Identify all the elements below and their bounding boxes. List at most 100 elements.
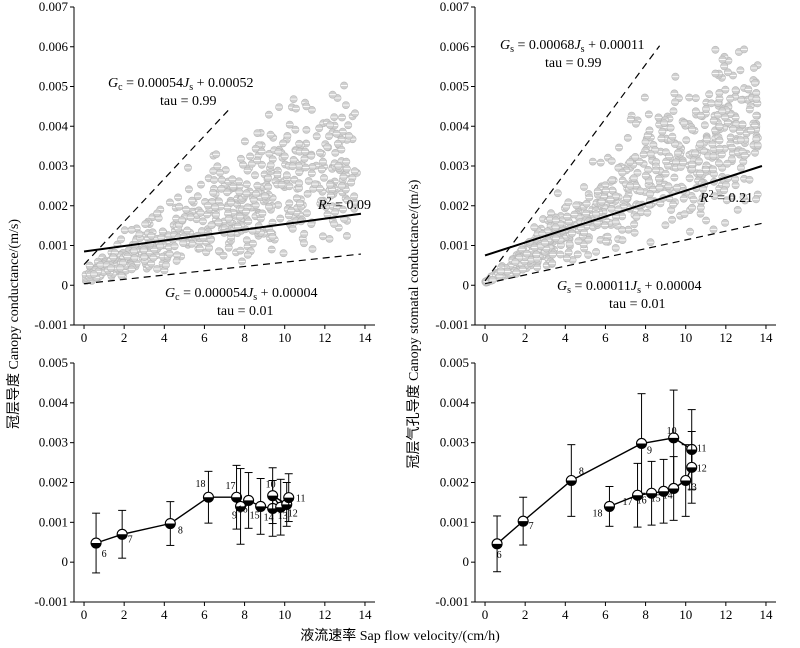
data-point-fill (518, 521, 529, 527)
data-point-fill (686, 467, 697, 473)
point-label: 18 (195, 479, 205, 490)
x-tick-label: 10 (679, 330, 692, 345)
x-tick-label: 6 (201, 607, 208, 622)
y-tick-label: 0.004 (39, 118, 69, 133)
scatter-points (481, 45, 762, 287)
y-tick-label: 0.001 (39, 514, 68, 529)
r-squared-label: R2 = 0.09 (317, 196, 371, 213)
y-axis-label-right: 冠层气孔导度 Canopy stomatal conductance/(m/s) (406, 179, 422, 468)
point-label: 6 (102, 549, 107, 560)
point-label: 18 (592, 508, 602, 519)
y-tick-label: 0.003 (440, 158, 469, 173)
lower-quantile-line (83, 253, 362, 285)
point-label: 14 (264, 512, 274, 523)
regression-line (484, 165, 763, 257)
data-point-fill (632, 495, 643, 501)
x-tick-label: 0 (482, 330, 489, 345)
tau-upper: tau = 0.99 (545, 56, 602, 71)
x-tick-label: 10 (278, 330, 291, 345)
x-tick-label: 0 (81, 607, 88, 622)
y-tick-label: -0.001 (435, 594, 469, 609)
data-point-fill (267, 495, 278, 501)
y-tick-label: 0.005 (39, 355, 68, 370)
x-tick-label: 6 (602, 607, 609, 622)
point-label: 17 (623, 497, 633, 508)
point-label: 16 (637, 495, 647, 506)
x-tick-label: 12 (318, 607, 331, 622)
point-label: 11 (296, 494, 306, 505)
x-tick-label: 14 (759, 607, 773, 622)
x-tick-label: 4 (161, 607, 168, 622)
x-tick-label: 2 (522, 330, 529, 345)
x-tick-label: 2 (121, 607, 128, 622)
y-tick-label: 0.004 (440, 395, 470, 410)
point-label: 8 (579, 467, 584, 478)
point-label: 10 (667, 426, 677, 437)
regression-line (83, 212, 362, 253)
x-tick-label: 8 (241, 607, 248, 622)
data-point-fill (235, 506, 246, 512)
point-label: 15 (651, 493, 661, 504)
panel-top-right: 0 2 4 6 8 10 12 14 -0.001 0 0.001 0.002 0.003 0.004 0.… (435, 0, 776, 345)
y-tick-label: 0.001 (440, 514, 469, 529)
x-tick-label: 12 (719, 607, 732, 622)
equation-lower: Gs = 0.00011Js + 0.00004 (557, 279, 701, 296)
data-point-fill (231, 497, 242, 503)
equation-lower: Gc = 0.000054Js + 0.00004 (165, 286, 318, 303)
point-label: 11 (697, 443, 707, 454)
y-tick-label: 0.006 (39, 39, 69, 54)
data-point-fill (203, 497, 214, 503)
point-label: 12 (697, 463, 707, 474)
tau-lower: tau = 0.01 (609, 297, 666, 312)
y-axis-label-left: 冠层导度 Canopy conductance/(m/s) (6, 219, 22, 429)
data-point-fill (604, 506, 615, 512)
y-tick-label: 0.003 (39, 158, 68, 173)
y-tick-label: 0 (463, 277, 470, 292)
x-tick-label: 8 (642, 330, 649, 345)
tau-upper: tau = 0.99 (160, 94, 217, 109)
point-label: 9 (232, 510, 237, 521)
data-point-fill (91, 543, 102, 549)
y-tick-label: -0.001 (34, 594, 68, 609)
panel-bottom-left: 0 2 4 6 8 10 12 14 -0.001 0 0.001 0.002 0.003 0.004 0.… (34, 355, 375, 622)
equation-upper: Gc = 0.00054Js + 0.00052 (108, 76, 254, 93)
data-point-fill (658, 491, 669, 497)
data-point-fill (636, 443, 647, 449)
x-tick-label: 2 (522, 607, 529, 622)
y-tick-label: 0.002 (440, 475, 469, 490)
x-tick-label: 10 (679, 607, 692, 622)
tau-lower: tau = 0.01 (217, 304, 274, 319)
y-tick-label: 0.002 (440, 198, 469, 213)
x-tick-label: 0 (81, 330, 88, 345)
data-point-fill (566, 480, 577, 486)
x-tick-label: 4 (562, 330, 569, 345)
x-tick-label: 12 (719, 330, 732, 345)
data-point-fill (646, 493, 657, 499)
data-point-fill (668, 488, 679, 494)
y-tick-label: 0.004 (440, 118, 470, 133)
y-tick-label: 0.003 (440, 435, 469, 450)
y-tick-label: 0.002 (39, 475, 68, 490)
y-tick-label: 0.005 (440, 79, 469, 94)
x-tick-label: 10 (278, 607, 291, 622)
point-label: 15 (250, 510, 260, 521)
y-tick-label: 0.005 (440, 355, 469, 370)
scatter-points (81, 81, 361, 285)
r-squared-label: R2 = 0.21 (699, 189, 753, 206)
y-tick-label: 0.006 (440, 39, 470, 54)
y-tick-label: -0.001 (435, 317, 469, 332)
data-point-fill (117, 534, 128, 540)
point-label: 17 (226, 481, 236, 492)
y-tick-label: 0.002 (39, 198, 68, 213)
x-tick-label: 4 (161, 330, 168, 345)
point-label: 13 (278, 511, 288, 522)
point-label: 12 (288, 508, 298, 519)
y-tick-label: 0.001 (39, 238, 68, 253)
point-label: 10 (266, 480, 276, 491)
x-tick-label: 4 (562, 607, 569, 622)
point-label: 14 (663, 490, 673, 501)
x-tick-label: 6 (201, 330, 208, 345)
equation-upper: Gs = 0.00068Js + 0.00011 (500, 38, 644, 55)
y-tick-label: -0.001 (34, 317, 68, 332)
